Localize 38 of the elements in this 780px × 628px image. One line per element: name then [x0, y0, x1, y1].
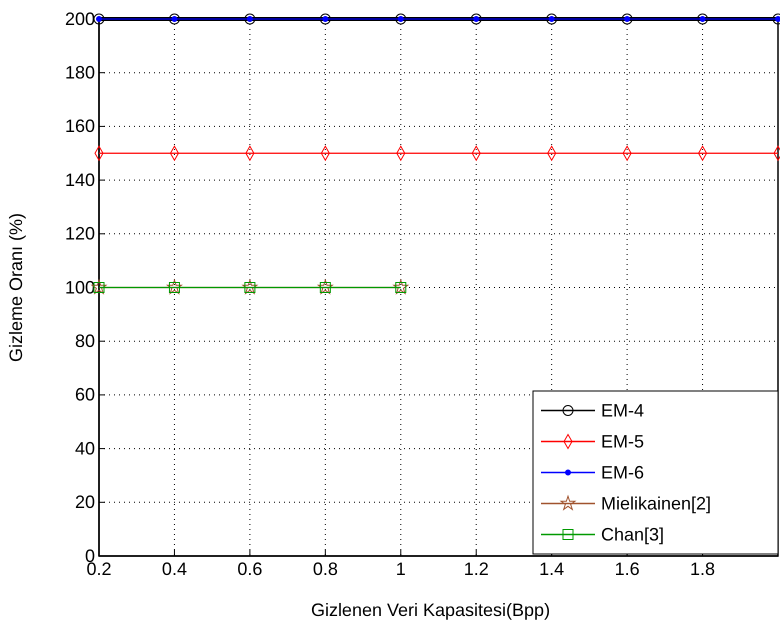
y-tick-label: 60	[74, 384, 95, 405]
legend-label: EM-5	[601, 432, 644, 452]
x-tick-label: 1.6	[614, 558, 640, 579]
point	[395, 14, 406, 24]
point	[546, 14, 558, 24]
y-tick-label: 100	[64, 277, 95, 298]
point	[393, 280, 408, 294]
point	[242, 280, 258, 294]
y-tick-label: 40	[74, 438, 95, 458]
point	[622, 14, 633, 24]
x-tick-label: 1.2	[464, 558, 489, 579]
point	[166, 280, 182, 294]
y-axis-title: Gizleme Oranı (%)	[6, 212, 26, 362]
y-tick-label: 140	[64, 170, 95, 190]
x-tick-label: 0.8	[312, 558, 338, 579]
legend-label: EM-4	[601, 400, 644, 420]
legend-label: Mielikainen[2]	[601, 494, 712, 514]
point	[94, 14, 104, 24]
x-axis-title: Gizlenen Veri Kapasitesi(Bpp)	[310, 600, 550, 620]
point	[320, 14, 331, 24]
point	[318, 280, 333, 294]
point	[244, 14, 256, 24]
x-tick-label: 0.6	[237, 558, 262, 579]
y-tick-label: 160	[64, 116, 95, 136]
y-tick-label: 180	[64, 62, 95, 82]
point	[168, 14, 180, 24]
y-tick-label: 120	[64, 224, 95, 244]
point	[697, 14, 708, 24]
y-tick-label: 20	[74, 492, 95, 512]
x-tick-label: 1.4	[539, 558, 564, 579]
x-tick-label: 1	[396, 558, 406, 579]
x-tick-label: 0.4	[162, 558, 187, 579]
y-tick-label: 80	[74, 330, 95, 351]
y-tick-label: 200	[64, 8, 95, 29]
legend-label: Chan[3]	[601, 524, 664, 544]
point	[470, 14, 482, 24]
legend-label: EM-6	[601, 462, 644, 482]
x-tick-label: 1.8	[690, 558, 716, 579]
